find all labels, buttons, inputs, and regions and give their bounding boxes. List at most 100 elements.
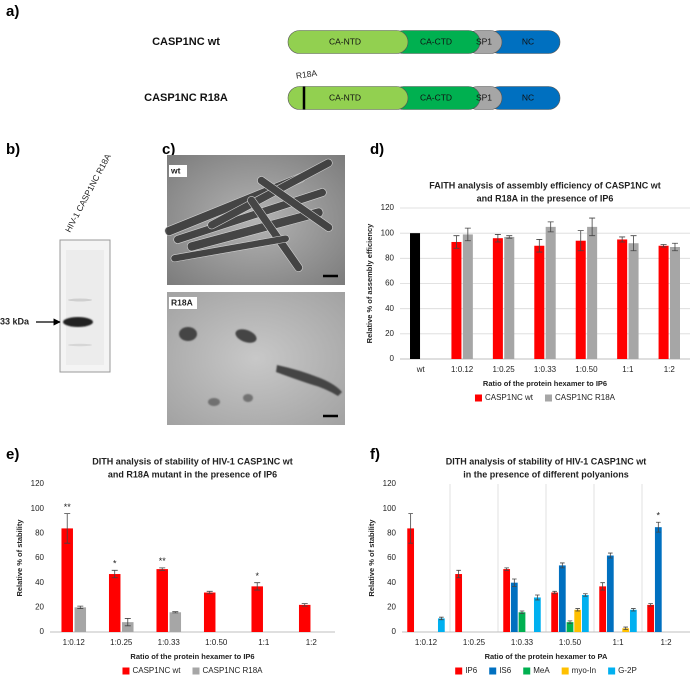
x-tick-label: 1:0.25 [110, 638, 133, 647]
error-bar [504, 567, 509, 571]
chart-title: FAITH analysis of assembly efficiency of… [429, 180, 661, 190]
error-bar [552, 590, 557, 595]
bar [599, 586, 607, 632]
y-tick-label: 120 [383, 479, 397, 488]
charts: FAITH analysis of assembly efficiency of… [15, 180, 690, 675]
x-tick-label: 1:1 [258, 638, 270, 647]
error-bar [535, 594, 540, 601]
significance-label: * [255, 571, 259, 581]
gel-faint-band [68, 298, 92, 302]
legend-swatch [561, 667, 569, 675]
bar [545, 226, 556, 359]
legend-label: CASP1NC wt [485, 393, 534, 402]
x-tick-label: 1:0.12 [63, 638, 86, 647]
bar [622, 628, 630, 632]
error-bar [301, 603, 308, 607]
y-tick-label: 100 [383, 504, 397, 513]
error-bar [464, 227, 471, 242]
panel-label: a) [6, 3, 19, 20]
error-bar [519, 610, 525, 614]
domain [287, 86, 409, 110]
error-bar [583, 593, 588, 597]
x-tick-label: 1:2 [664, 365, 676, 374]
error-bar [159, 567, 166, 571]
label-box [169, 165, 187, 177]
error-bar [660, 244, 667, 248]
bar [451, 241, 462, 359]
legend-label: IP6 [465, 666, 478, 675]
gel-lane-label: HIV-1 CASP1NC R18A [63, 152, 113, 234]
x-tick-label: 1:0.50 [205, 638, 228, 647]
y-tick-label: 0 [390, 354, 395, 363]
chart-title: DITH analysis of stability of HIV-1 CASP… [446, 456, 647, 466]
bar [581, 595, 589, 632]
error-bar [671, 242, 678, 252]
error-bar [506, 235, 513, 239]
error-bar [648, 603, 653, 607]
bar [647, 604, 655, 632]
bar [251, 586, 263, 632]
legend-label: MeA [533, 666, 550, 675]
domain-label: CA-CTD [420, 36, 452, 46]
error-bar [589, 217, 596, 237]
error-bar [408, 513, 413, 544]
micrograph-wt: wt [164, 155, 345, 285]
y-tick-label: 60 [387, 553, 396, 562]
label-box [169, 297, 197, 309]
y-tick-label: 0 [392, 627, 397, 636]
bar-chart: DITH analysis of stability of HIV-1 CASP… [15, 456, 335, 675]
y-tick-label: 20 [387, 602, 396, 611]
bar [455, 574, 463, 632]
particle [179, 327, 197, 341]
y-axis-label: Relative % of assembly efficiency [365, 223, 374, 343]
x-tick-label: 1:2 [306, 638, 318, 647]
domain [287, 30, 409, 54]
y-tick-label: 120 [31, 479, 45, 488]
y-tick-label: 40 [385, 304, 394, 313]
y-tick-label: 120 [381, 203, 395, 212]
gel-lane-shade [66, 250, 104, 365]
y-tick-label: 100 [381, 228, 395, 237]
legend-swatch [192, 667, 200, 675]
bar [629, 609, 637, 632]
chart-title: DITH analysis of stability of HIV-1 CASP… [92, 456, 293, 466]
legend-label: CASP1NC R18A [202, 666, 263, 675]
y-tick-label: 60 [35, 553, 44, 562]
error-bar [172, 611, 179, 614]
panel-label: f) [370, 446, 380, 463]
x-axis-label: Ratio of the protein hexamer to IP6 [483, 379, 607, 388]
legend-label: CASP1NC wt [132, 666, 181, 675]
legend-swatch [474, 394, 482, 402]
bar [518, 612, 526, 632]
y-tick-label: 20 [385, 329, 394, 338]
bar [169, 612, 182, 632]
error-bar [453, 235, 460, 249]
error-bar [656, 521, 661, 533]
significance-label: * [113, 559, 117, 569]
error-bar [206, 590, 213, 595]
gel-band [63, 317, 93, 327]
bar [606, 555, 614, 632]
tube [247, 196, 303, 272]
domain-label: NC [522, 92, 534, 102]
construct-diagrams: CASP1NC wt CA-NTD CA-CTD SP1 NC CASP1NC R18A C… [144, 30, 561, 110]
domain-label: CA-CTD [420, 92, 452, 102]
error-bar [494, 234, 501, 243]
x-tick-label: 1:0.25 [463, 638, 486, 647]
legend: IP6 IS6 MeA myo-In G-2P [455, 666, 637, 675]
y-tick-label: 60 [385, 279, 394, 288]
bar [492, 238, 503, 359]
particle [243, 394, 253, 402]
legend: CASP1NC wt CASP1NC R18A [122, 666, 263, 675]
particle [208, 398, 220, 406]
micrograph-r18a: R18A [167, 292, 345, 425]
domain-label: CA-NTD [329, 36, 361, 46]
construct-name: CASP1NC R18A [144, 92, 228, 104]
x-axis-label: Ratio of the protein hexamer to PA [485, 652, 608, 661]
bar [504, 236, 515, 359]
domain-label: SP1 [476, 92, 492, 102]
x-tick-label: 1:0.33 [511, 638, 534, 647]
bar [462, 234, 473, 359]
error-bar [631, 608, 636, 612]
error-bar [577, 230, 584, 252]
